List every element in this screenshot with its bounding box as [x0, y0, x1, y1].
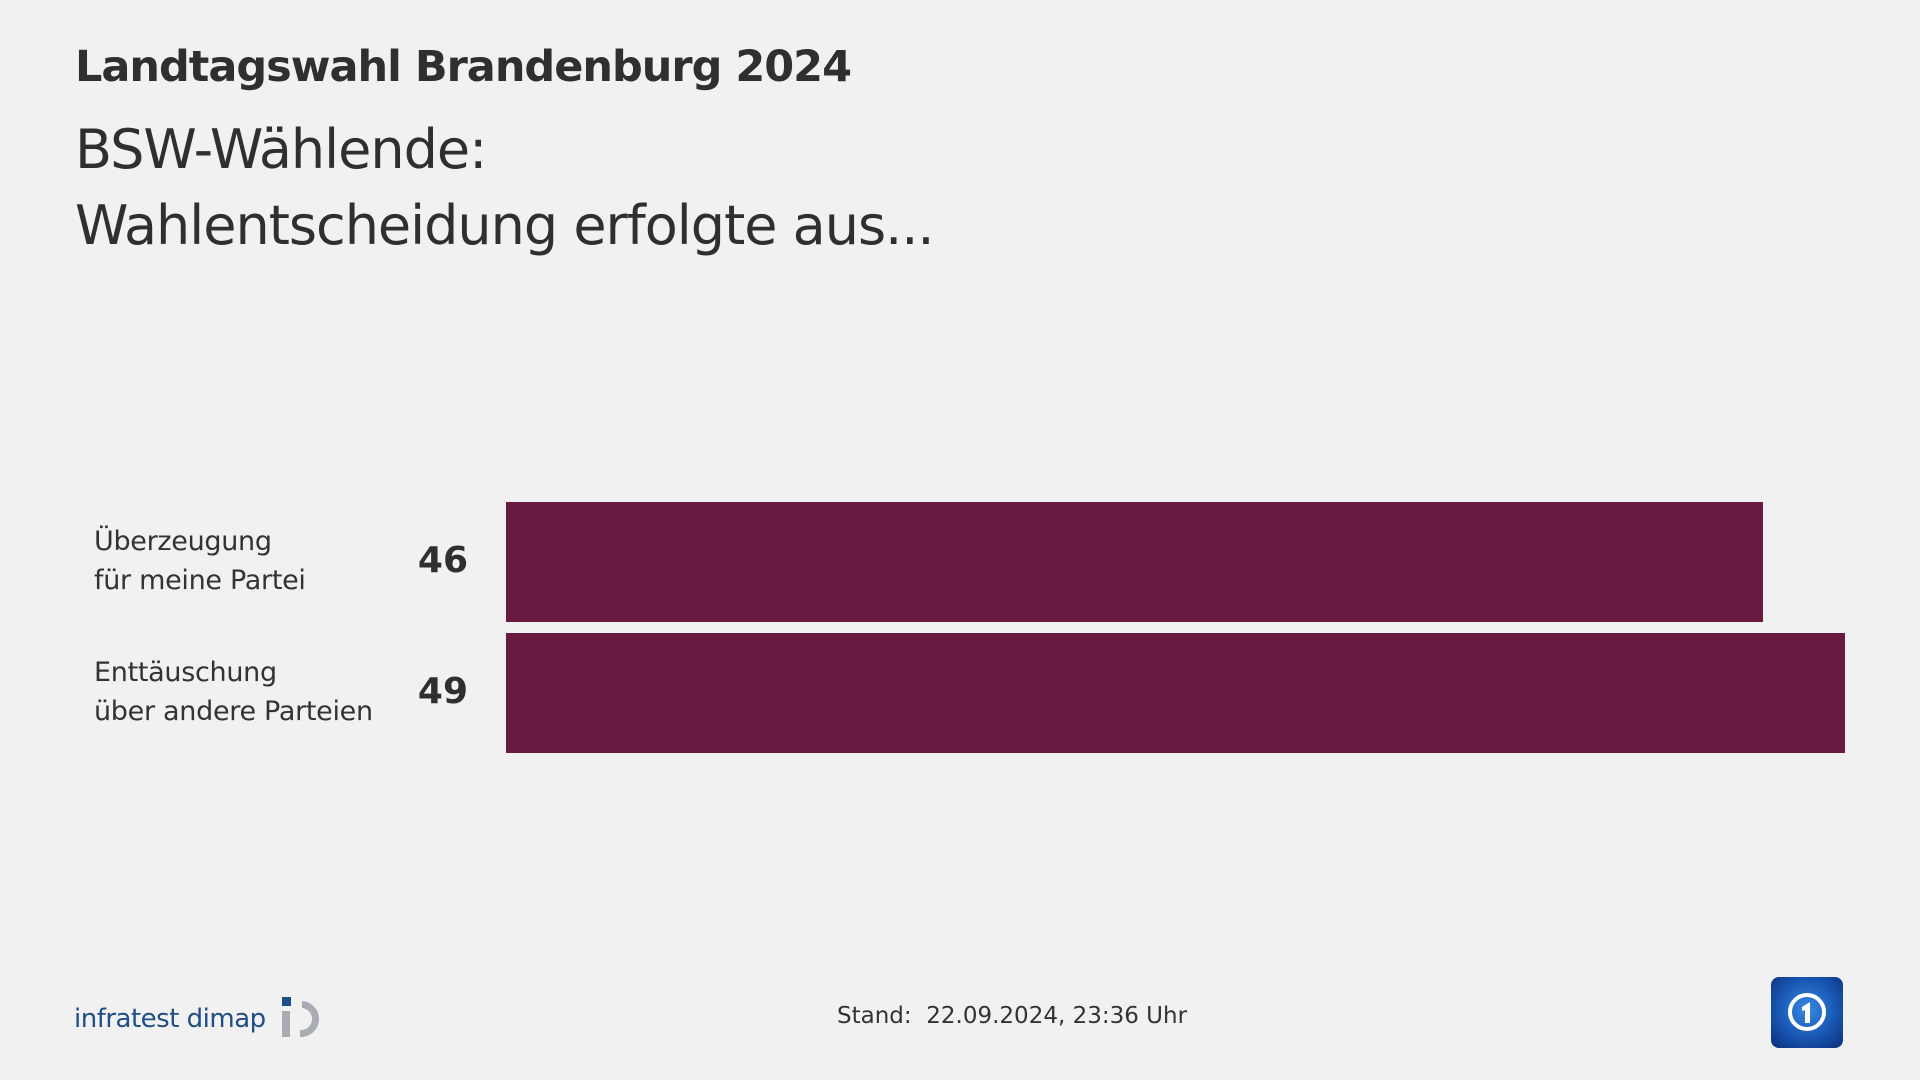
bar-label-line-1: Enttäuschung	[94, 657, 277, 688]
bar-label-line-2: über andere Parteien	[94, 696, 373, 727]
subtitle-line-1: BSW-Wählende:	[75, 118, 487, 181]
chart-title: Landtagswahl Brandenburg 2024	[75, 42, 852, 92]
source-logo-text: infratest dimap	[74, 1004, 266, 1034]
bar-label-line-2: für meine Partei	[94, 565, 306, 596]
subtitle-line-2: Wahlentscheidung erfolgte aus...	[75, 194, 935, 257]
bar-label: Überzeugung für meine Partei	[94, 522, 306, 600]
bar	[506, 502, 1763, 622]
globe-one-icon	[1788, 993, 1826, 1031]
infratest-dimap-logo: infratest dimap	[74, 995, 326, 1043]
bar-row: Überzeugung für meine Partei 46	[0, 502, 1920, 622]
stand-value: 22.09.2024, 23:36 Uhr	[926, 1003, 1188, 1029]
ard-logo-icon	[1771, 977, 1843, 1048]
bar-label-line-1: Überzeugung	[94, 526, 272, 557]
bar-label: Enttäuschung über andere Parteien	[94, 653, 373, 731]
infratest-logo-icon	[281, 997, 319, 1038]
bar	[506, 633, 1845, 753]
bar-row: Enttäuschung über andere Parteien 49	[0, 633, 1920, 753]
chart-subtitle: BSW-Wählende: Wahlentscheidung erfolgte …	[75, 112, 935, 264]
bar-value: 46	[417, 540, 468, 581]
bar-value: 49	[417, 671, 468, 712]
stand-label: Stand:	[837, 1003, 912, 1029]
stand-timestamp: Stand: 22.09.2024, 23:36 Uhr	[837, 1003, 1187, 1029]
